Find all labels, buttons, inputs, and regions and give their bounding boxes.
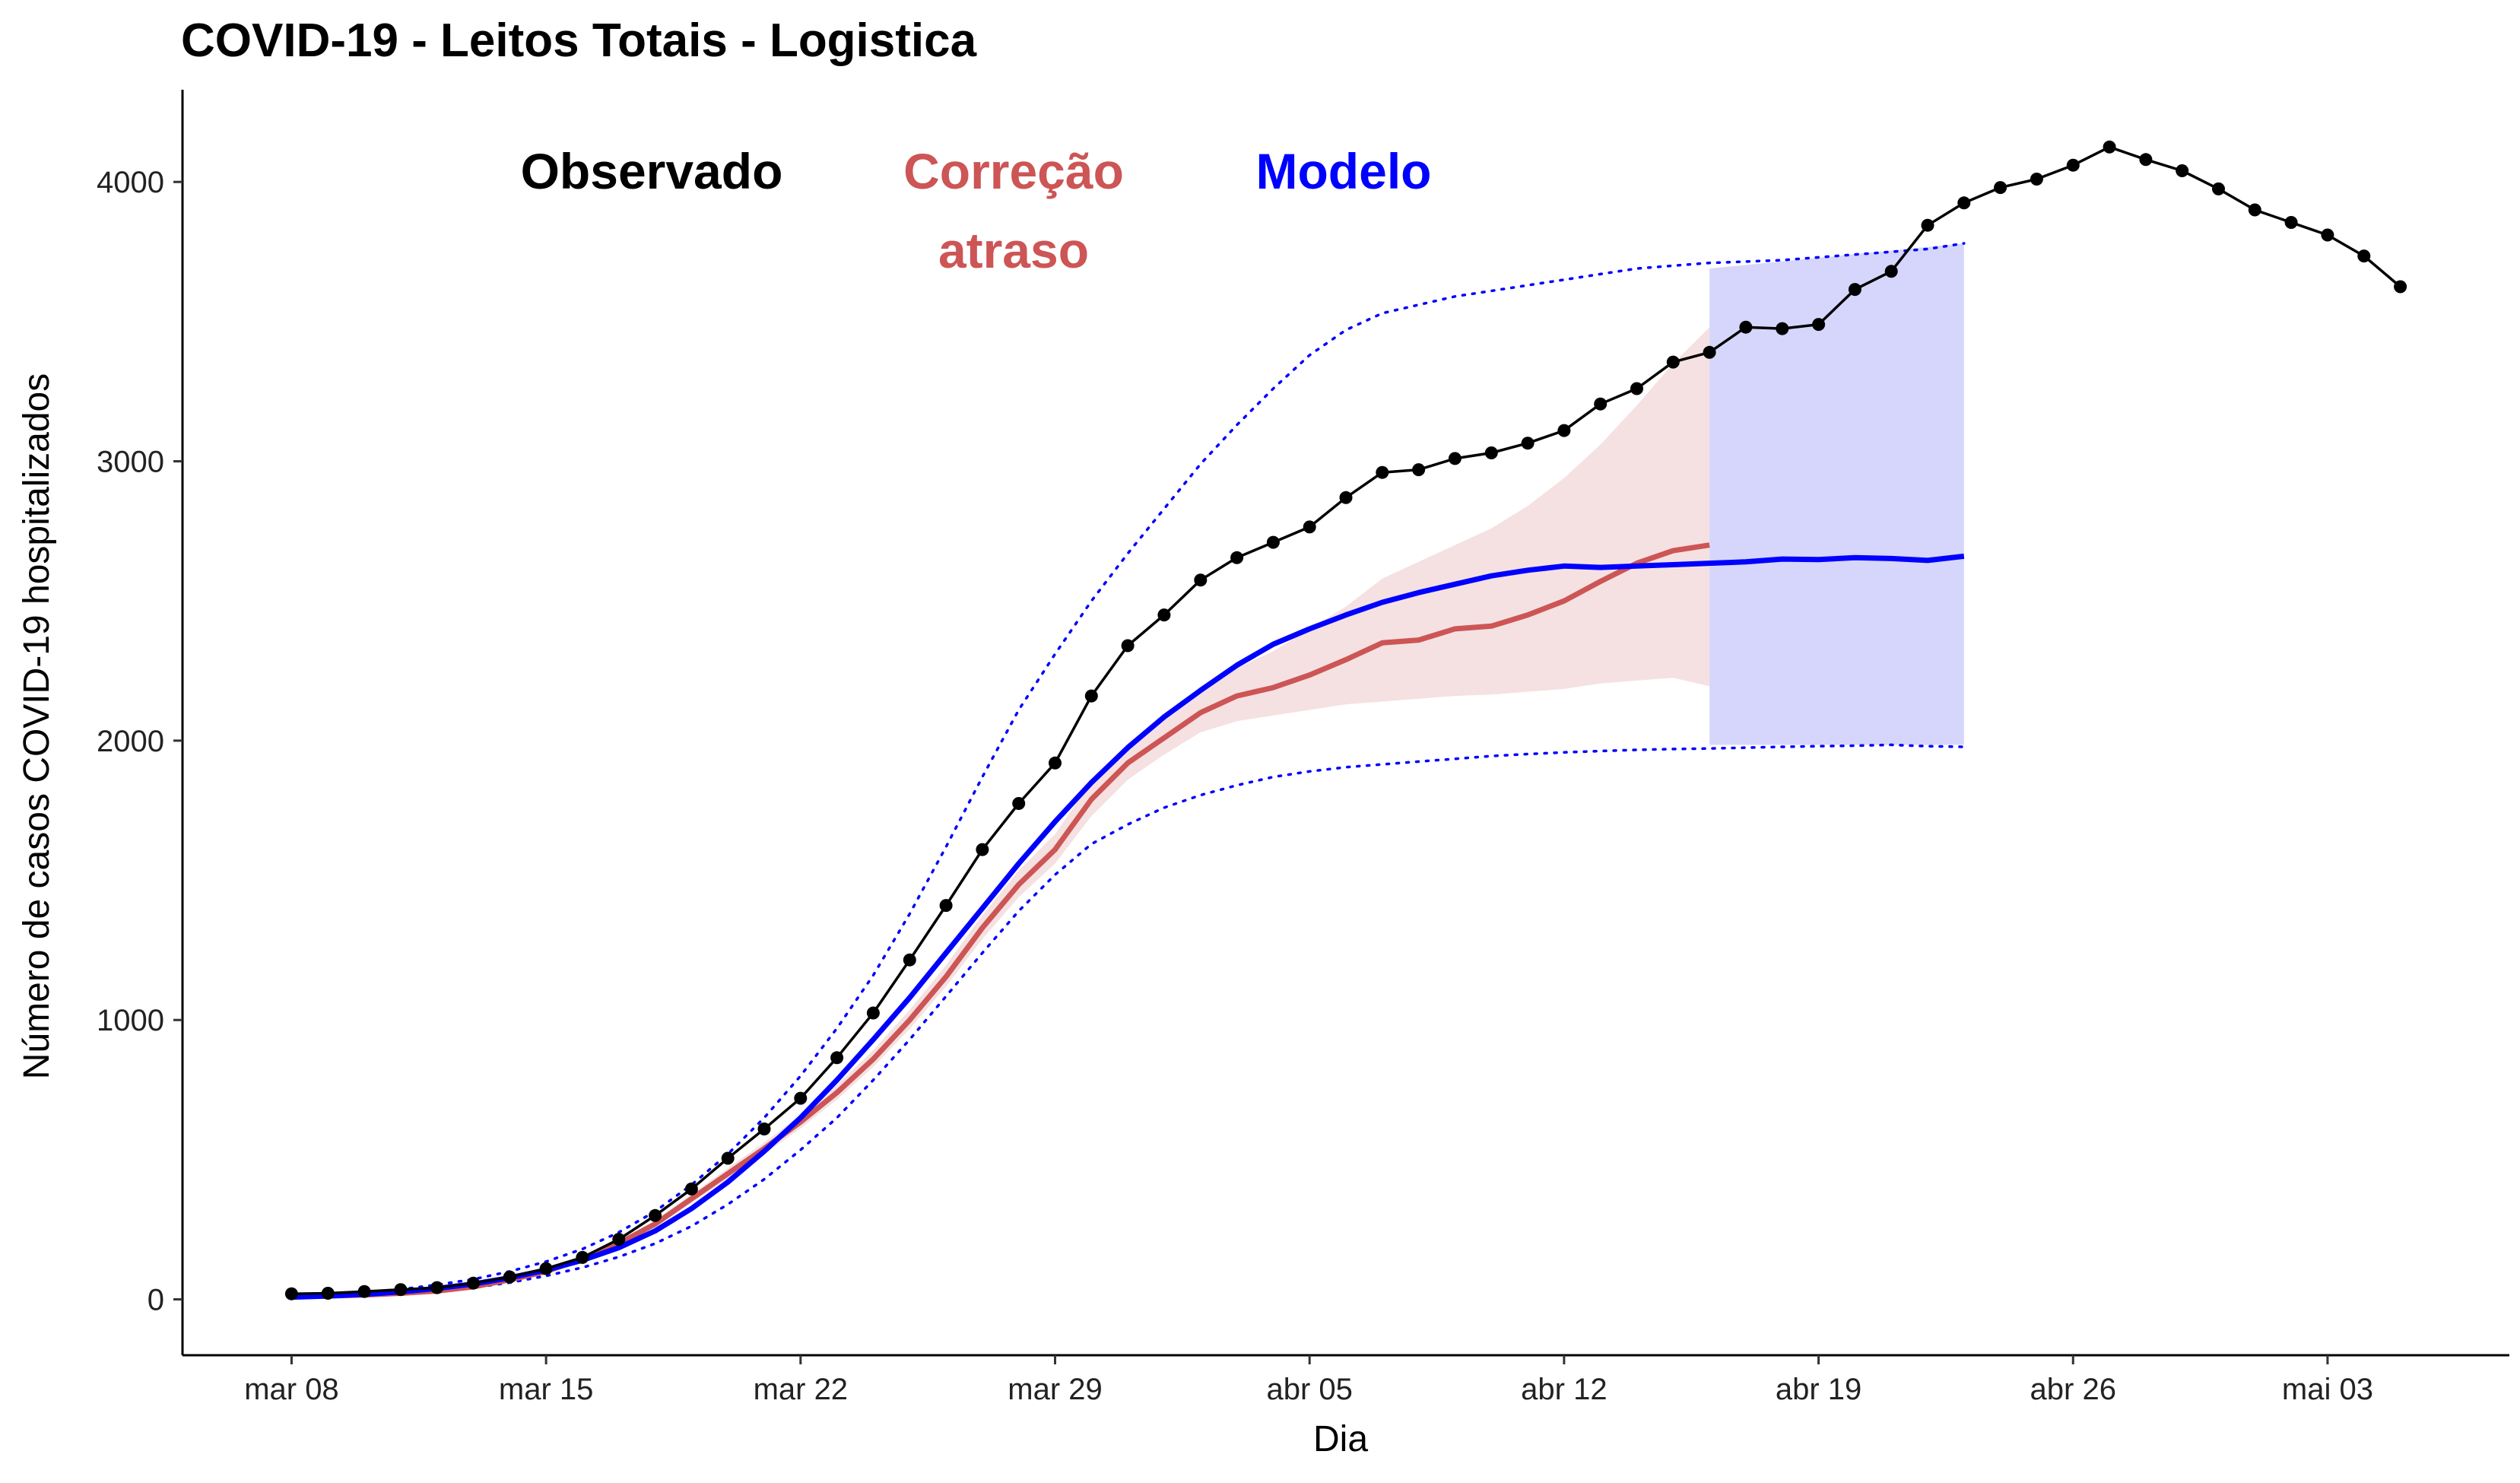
- x-tick-label: mar 22: [754, 1373, 849, 1406]
- data-point-observado: [467, 1276, 480, 1290]
- data-point-observado: [757, 1123, 771, 1135]
- x-axis-title: Dia: [1313, 1419, 1368, 1459]
- data-point-observado: [430, 1281, 444, 1294]
- data-point-observado: [939, 899, 953, 913]
- data-point-observado: [1957, 196, 1971, 210]
- data-point-observado: [1266, 535, 1280, 549]
- x-tick-label: mar 29: [1008, 1373, 1103, 1406]
- data-point-observado: [1703, 345, 1716, 359]
- data-point-observado: [976, 843, 989, 856]
- data-point-observado: [1884, 265, 1898, 278]
- data-point-observado: [2212, 182, 2225, 195]
- data-point-observado: [830, 1051, 844, 1065]
- data-point-observado: [1157, 608, 1171, 622]
- data-point-observado: [2103, 140, 2116, 154]
- series-line-observado: [291, 145, 2401, 1295]
- data-point-observado: [1848, 283, 1861, 297]
- data-point-observado: [903, 953, 916, 967]
- data-point-observado: [1194, 573, 1208, 587]
- data-point-observado: [1994, 181, 2007, 195]
- data-point-observado: [394, 1283, 408, 1297]
- data-point-observado: [1012, 797, 1026, 810]
- x-tick-label: mar 15: [499, 1373, 594, 1406]
- data-point-observado: [2248, 203, 2261, 217]
- legend-label: atraso: [938, 222, 1089, 278]
- y-tick-label: 3000: [97, 446, 164, 479]
- data-point-observado: [1776, 322, 1789, 335]
- y-tick-label: 0: [148, 1284, 164, 1317]
- data-point-observado: [1630, 382, 1643, 395]
- x-tick-label: abr 12: [1521, 1373, 1607, 1406]
- y-axis-title: Número de casos COVID-19 hospitalizados: [17, 373, 57, 1079]
- data-point-observado: [1339, 491, 1353, 504]
- data-point-observado: [503, 1270, 516, 1284]
- x-tick-label: abr 05: [1266, 1373, 1352, 1406]
- data-point-observado: [321, 1287, 335, 1300]
- data-point-observado: [2139, 153, 2153, 167]
- y-tick-label: 1000: [97, 1004, 164, 1037]
- data-point-observado: [1484, 446, 1498, 459]
- data-point-observado: [1739, 320, 1753, 334]
- correcao-band: [291, 327, 1710, 1297]
- data-point-observado: [1084, 689, 1098, 703]
- data-point-observado: [1921, 218, 1934, 232]
- data-point-observado: [866, 1006, 880, 1020]
- data-point-observado: [1412, 463, 1426, 477]
- x-tick-label: mar 08: [244, 1373, 339, 1406]
- data-point-observado: [721, 1151, 735, 1165]
- plot-area: [284, 140, 2407, 1300]
- data-point-observado: [576, 1250, 589, 1264]
- series-line-modelo: [291, 553, 1965, 1300]
- data-point-observado: [2030, 173, 2043, 186]
- data-point-observado: [2176, 164, 2189, 177]
- data-point-observado: [357, 1285, 371, 1298]
- data-point-observado: [1303, 520, 1316, 534]
- data-point-observado: [284, 1287, 298, 1300]
- data-point-observado: [649, 1208, 662, 1222]
- legend: Observado Correção atraso Modelo: [521, 143, 1432, 278]
- data-point-observado: [684, 1182, 698, 1196]
- data-point-observado: [2321, 228, 2334, 242]
- chart-title: COVID-19 - Leitos Totais - Logistica: [181, 14, 977, 67]
- data-point-observado: [1376, 465, 1389, 479]
- data-point-observado: [1049, 756, 1062, 770]
- data-point-observado: [1594, 397, 1608, 411]
- x-tick-label: abr 19: [1776, 1373, 1861, 1406]
- data-point-observado: [1557, 424, 1571, 437]
- modelo-forecast-band: [1709, 243, 1964, 745]
- legend-label: Correção: [903, 143, 1124, 199]
- data-point-observado: [1666, 355, 1680, 369]
- modelo-lower-bound: [290, 743, 1966, 1300]
- legend-label: Modelo: [1256, 143, 1432, 199]
- data-point-observado: [2284, 216, 2298, 229]
- axes: 0 1000 2000 3000 4000 mar 08 mar 15 mar 22 mar 2…: [97, 90, 2509, 1406]
- data-point-observado: [612, 1233, 626, 1246]
- data-point-observado: [1448, 452, 1462, 465]
- modelo-upper-bound: [290, 242, 1966, 1298]
- y-tick-label: 4000: [97, 166, 164, 199]
- x-tick-label: mai 03: [2282, 1373, 2373, 1406]
- data-point-observado: [1230, 551, 1244, 564]
- data-point-observado: [1812, 318, 1826, 332]
- data-point-observado: [2357, 249, 2371, 263]
- data-point-observado: [2066, 158, 2080, 172]
- data-point-observado: [1121, 639, 1135, 653]
- data-point-observado: [794, 1091, 808, 1105]
- data-point-observado: [1521, 437, 1535, 450]
- legend-label: Observado: [521, 143, 783, 199]
- data-point-observado: [2394, 280, 2407, 294]
- data-point-observado: [539, 1262, 553, 1275]
- x-tick-label: abr 26: [2030, 1373, 2116, 1406]
- y-tick-label: 2000: [97, 725, 164, 758]
